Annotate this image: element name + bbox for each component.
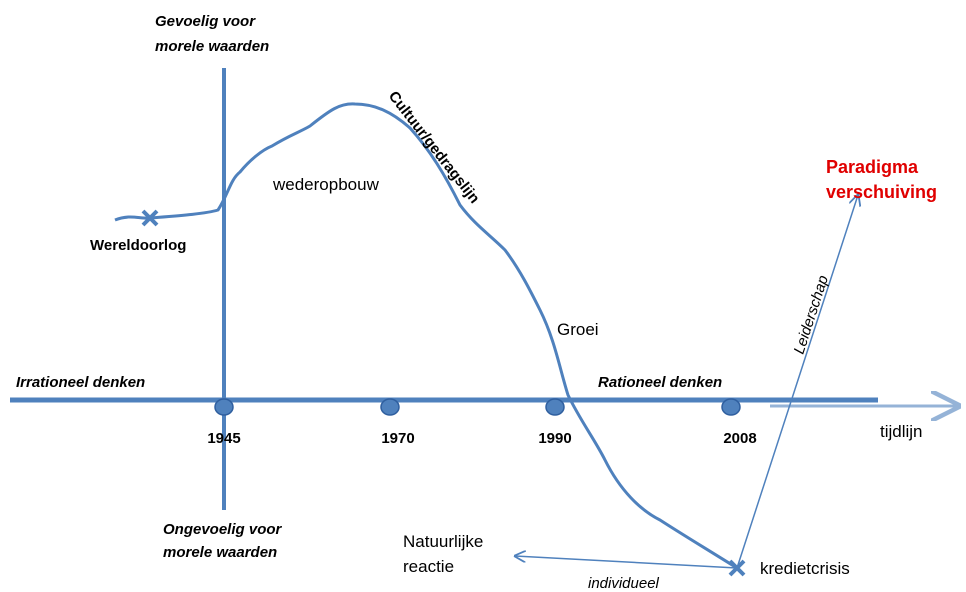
cross bbox=[141, 209, 159, 227]
culture-curve bbox=[114, 102, 738, 570]
paradigm-label: verschuiving bbox=[826, 182, 937, 202]
marker bbox=[721, 398, 741, 416]
marker bbox=[380, 398, 400, 416]
marker bbox=[545, 398, 565, 416]
phase-label: wederopbouw bbox=[272, 175, 380, 194]
paradigm-label: Paradigma bbox=[826, 157, 919, 177]
year-label: 1945 bbox=[207, 430, 240, 447]
cross bbox=[728, 559, 746, 577]
reaction-label: reactie bbox=[403, 557, 454, 576]
individual-label: individueel bbox=[588, 575, 660, 592]
leadership-label: Leiderschap bbox=[791, 273, 832, 356]
bottom-label: morele waarden bbox=[163, 544, 277, 561]
year-label: 1990 bbox=[538, 430, 571, 447]
phase-label: Wereldoorlog bbox=[90, 237, 186, 254]
top-label: Gevoelig voor bbox=[155, 13, 256, 30]
leadership-arrow bbox=[736, 195, 858, 569]
marker bbox=[214, 398, 234, 416]
axis-label: Rationeel denken bbox=[598, 374, 722, 391]
cross-markers bbox=[141, 209, 746, 577]
top-label: morele waarden bbox=[155, 38, 269, 55]
phase-label: kredietcrisis bbox=[760, 559, 850, 578]
individual-arrow bbox=[515, 556, 738, 569]
curve-label: Cultuur/gedragslijn bbox=[385, 88, 483, 207]
axis-label: Irrationeel denken bbox=[16, 374, 145, 391]
year-label: 1970 bbox=[381, 430, 414, 447]
year-label: 2008 bbox=[723, 430, 756, 447]
phase-label: Groei bbox=[557, 320, 599, 339]
year-markers bbox=[214, 398, 741, 416]
reaction-label: Natuurlijke bbox=[403, 532, 483, 551]
timeline-label: tijdlijn bbox=[880, 422, 923, 441]
bottom-label: Ongevoelig voor bbox=[163, 521, 283, 538]
